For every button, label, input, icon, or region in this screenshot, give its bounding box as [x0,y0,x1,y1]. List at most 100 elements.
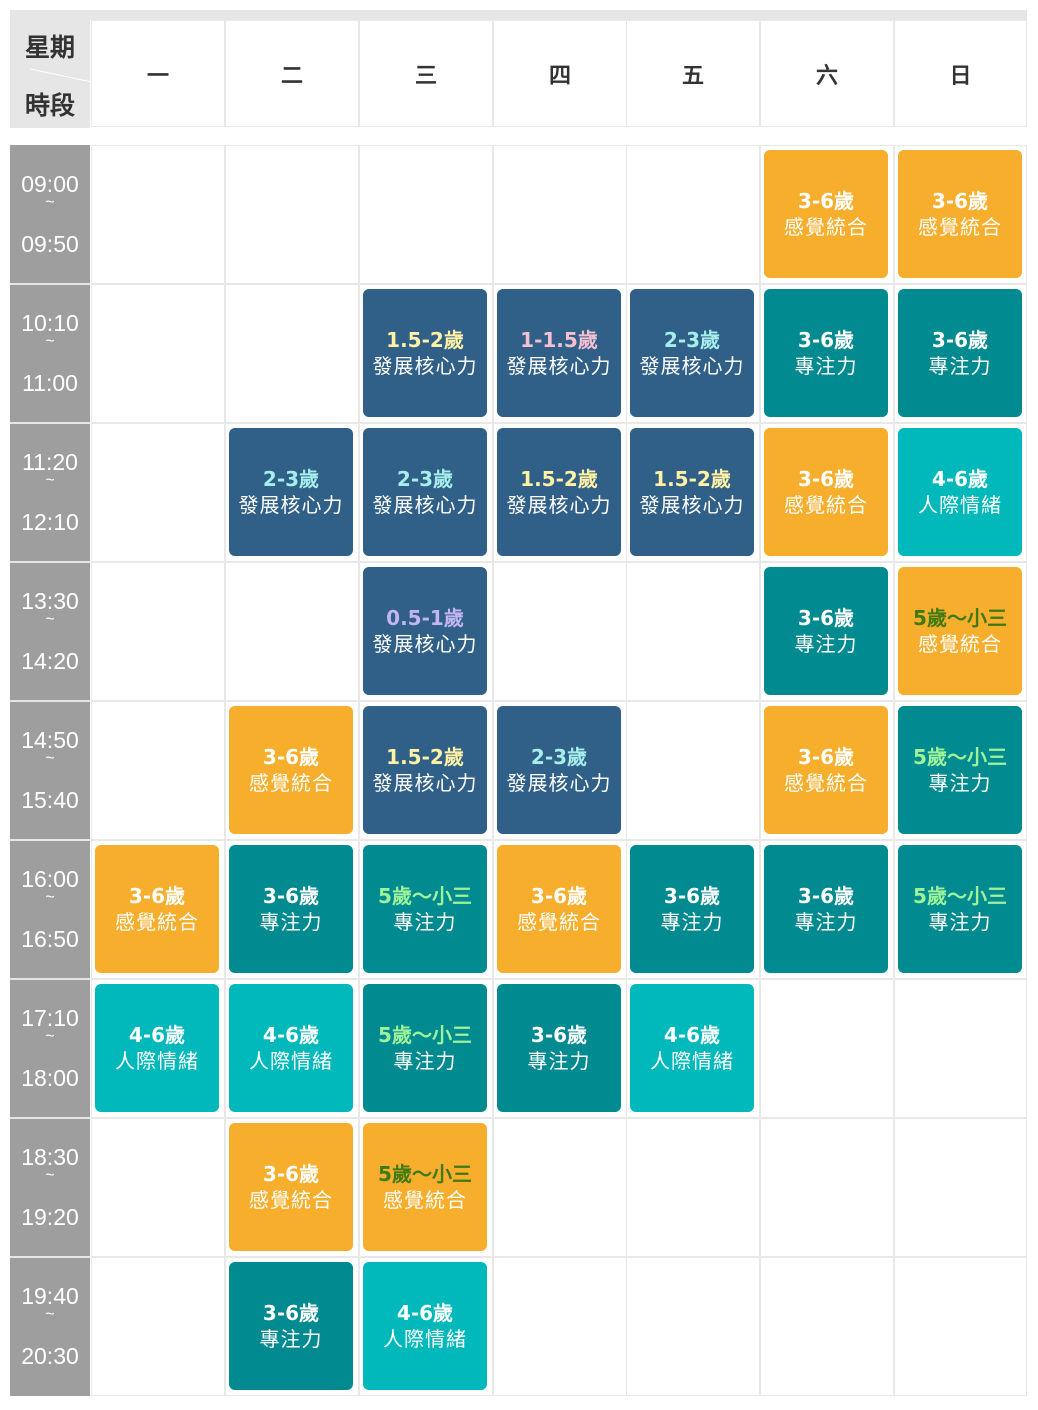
class-session-card[interactable]: 0.5-1歲 發展核心力 [363,567,487,695]
class-session-card[interactable]: 4-6歲 人際情緒 [363,1262,487,1390]
class-session-card[interactable]: 4-6歲 人際情緒 [229,984,353,1112]
class-session-card[interactable]: 1.5-2歲 發展核心力 [497,428,621,556]
grid-cell [894,1257,1027,1396]
time-start: 18:30 [21,1144,79,1170]
session-age-range: 5歲～小三 [378,1162,472,1186]
time-start: 10:10 [21,310,79,336]
session-topic: 發展核心力 [506,493,612,517]
grid-cell [91,1257,225,1396]
class-session-card[interactable]: 3-6歲 專注力 [630,845,754,973]
session-topic: 感覺統合 [784,215,868,239]
session-age-range: 4-6歲 [396,1301,454,1325]
session-topic: 專注力 [393,910,457,934]
session-age-range: 5歲～小三 [378,1023,472,1047]
time-separator: ~ [45,194,55,211]
time-divider [10,561,90,563]
class-session-card[interactable]: 5歲～小三 感覺統合 [898,567,1022,695]
session-topic: 感覺統合 [784,493,868,517]
class-session-card[interactable]: 4-6歲 人際情緒 [630,984,754,1112]
session-topic: 感覺統合 [784,771,868,795]
class-session-card[interactable]: 3-6歲 專注力 [764,567,888,695]
session-topic: 發展核心力 [372,354,478,378]
class-session-card[interactable]: 1.5-2歲 發展核心力 [630,428,754,556]
class-session-card[interactable]: 4-6歲 人際情緒 [95,984,219,1112]
session-age-range: 3-6歲 [797,884,855,908]
session-age-range: 3-6歲 [797,328,855,352]
grid-cell [626,701,760,840]
time-end: 14:20 [21,648,79,674]
class-session-card[interactable]: 3-6歲 專注力 [229,1262,353,1390]
grid-cell [225,562,359,701]
class-session-card[interactable]: 3-6歲 感覺統合 [95,845,219,973]
class-session-card[interactable]: 3-6歲 專注力 [764,289,888,417]
grid-cell [225,145,359,284]
grid-cell [225,284,359,423]
class-session-card[interactable]: 3-6歲 專注力 [898,289,1022,417]
grid-cell [493,145,627,284]
class-session-card[interactable]: 3-6歲 專注力 [764,845,888,973]
time-separator: ~ [45,333,55,350]
class-session-card[interactable]: 2-3歲 發展核心力 [363,428,487,556]
session-age-range: 2-3歲 [396,467,454,491]
session-topic: 發展核心力 [506,771,612,795]
class-session-card[interactable]: 5歲～小三 專注力 [898,706,1022,834]
session-age-range: 1.5-2歲 [653,467,731,491]
session-age-range: 2-3歲 [262,467,320,491]
class-session-card[interactable]: 3-6歲 感覺統合 [229,706,353,834]
time-divider [10,1117,90,1119]
class-session-card[interactable]: 2-3歲 發展核心力 [497,706,621,834]
session-topic: 發展核心力 [372,632,478,656]
time-start: 11:20 [22,449,78,475]
class-session-card[interactable]: 2-3歲 發展核心力 [630,289,754,417]
time-separator: ~ [45,1028,55,1045]
session-age-range: 1.5-2歲 [520,467,598,491]
time-separator: ~ [45,750,55,767]
time-divider [10,1256,90,1258]
session-topic: 發展核心力 [372,493,478,517]
time-start: 13:30 [21,588,79,614]
class-session-card[interactable]: 4-6歲 人際情緒 [898,428,1022,556]
session-age-range: 3-6歲 [262,745,320,769]
session-topic: 專注力 [259,1327,323,1351]
class-session-card[interactable]: 3-6歲 感覺統合 [764,428,888,556]
time-end: 20:30 [21,1343,79,1369]
time-slot: 14:50 ~15:40 [10,701,90,840]
class-session-card[interactable]: 1.5-2歲 發展核心力 [363,289,487,417]
class-session-card[interactable]: 5歲～小三 專注力 [898,845,1022,973]
time-end: 09:50 [21,231,79,257]
class-session-card[interactable]: 3-6歲 專注力 [497,984,621,1112]
session-age-range: 3-6歲 [262,1162,320,1186]
corner-divider [29,68,93,83]
class-session-card[interactable]: 5歲～小三 感覺統合 [363,1123,487,1251]
class-session-card[interactable]: 2-3歲 發展核心力 [229,428,353,556]
session-topic: 人際情緒 [383,1327,467,1351]
grid-cell [626,562,760,701]
class-session-card[interactable]: 3-6歲 感覺統合 [764,150,888,278]
session-topic: 感覺統合 [249,1188,333,1212]
session-age-range: 4-6歲 [663,1023,721,1047]
class-session-card[interactable]: 3-6歲 感覺統合 [497,845,621,973]
session-topic: 專注力 [928,771,992,795]
session-age-range: 3-6歲 [262,884,320,908]
class-session-card[interactable]: 1-1.5歲 發展核心力 [497,289,621,417]
session-age-range: 5歲～小三 [913,884,1007,908]
session-age-range: 3-6歲 [797,189,855,213]
class-session-card[interactable]: 3-6歲 感覺統合 [898,150,1022,278]
class-session-card[interactable]: 5歲～小三 專注力 [363,984,487,1112]
session-topic: 感覺統合 [918,215,1002,239]
session-age-range: 3-6歲 [797,467,855,491]
session-topic: 發展核心力 [506,354,612,378]
time-divider [10,700,90,702]
time-end: 12:10 [21,509,79,535]
class-session-card[interactable]: 3-6歲 感覺統合 [764,706,888,834]
corner-header: 星期 時段 [10,20,93,128]
class-session-card[interactable]: 3-6歲 感覺統合 [229,1123,353,1251]
time-separator: ~ [45,472,55,489]
grid-cell [91,284,225,423]
grid-cell [894,1118,1027,1257]
class-session-card[interactable]: 5歲～小三 專注力 [363,845,487,973]
session-age-range: 5歲～小三 [913,606,1007,630]
time-slot: 11:20 ~12:10 [10,423,90,562]
class-session-card[interactable]: 1.5-2歲 發展核心力 [363,706,487,834]
class-session-card[interactable]: 3-6歲 專注力 [229,845,353,973]
